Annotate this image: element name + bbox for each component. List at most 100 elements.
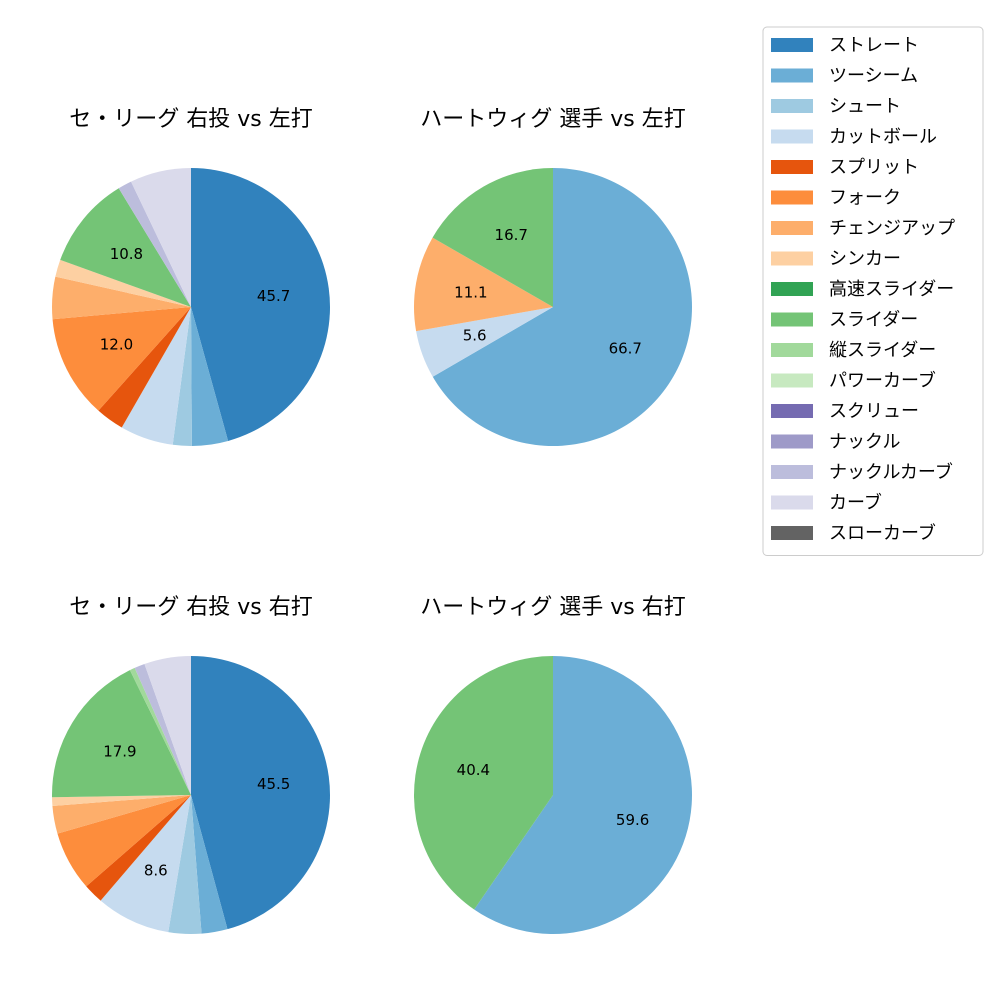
legend-label: ナックルカーブ xyxy=(829,461,953,483)
slice-value-label: 17.9 xyxy=(103,742,136,760)
legend-swatch xyxy=(771,251,813,266)
pie-slice xyxy=(55,259,192,307)
legend-swatch xyxy=(771,99,813,113)
legend-item: ナックル xyxy=(771,432,900,453)
legend-swatch xyxy=(771,526,813,540)
pie-slice xyxy=(474,656,693,935)
slice-value-label: 66.7 xyxy=(609,340,642,358)
legend-swatch xyxy=(771,282,813,296)
pie-slice xyxy=(144,656,191,795)
legend-swatch xyxy=(771,495,813,510)
slice-value-label: 10.8 xyxy=(110,245,143,263)
legend-label: カーブ xyxy=(829,492,882,514)
legend-item: パワーカーブ xyxy=(771,370,936,392)
legend-label: パワーカーブ xyxy=(829,370,936,392)
chart-title: セ・リーグ 右投 vs 左打 xyxy=(69,107,312,132)
legend-label: スクリュー xyxy=(829,401,919,422)
legend-label: チェンジアップ xyxy=(829,218,955,239)
pie-slice xyxy=(432,168,693,446)
pie-chart-1: セ・リーグ 右投 vs 左打 45.7 12.0 10.8 xyxy=(51,107,331,446)
pie-slice xyxy=(131,168,191,307)
legend-item: 縦スライダー xyxy=(771,340,936,361)
pie-slice xyxy=(57,795,192,887)
pie-slice xyxy=(52,307,191,411)
chart-title: ハートウィグ 選手 vs 右打 xyxy=(420,595,685,620)
pie-chart-3: セ・リーグ 右投 vs 右打 45.5 8.6 17.9 xyxy=(52,595,330,934)
pie-slice xyxy=(86,795,191,901)
pie-slice xyxy=(414,656,553,910)
pie-slice xyxy=(191,307,229,446)
legend-item: ツーシーム xyxy=(771,66,918,87)
legend-label: シンカー xyxy=(829,249,901,270)
pie-slice xyxy=(52,795,191,806)
legend-item: ストレート xyxy=(771,35,919,56)
pie-slice xyxy=(168,795,202,934)
pie-slice xyxy=(172,307,192,446)
legend-swatch xyxy=(771,434,813,449)
pie-slice xyxy=(191,795,228,934)
legend-item: カットボール xyxy=(771,127,937,148)
slice-value-label: 45.5 xyxy=(257,775,290,793)
slice-value-label: 5.6 xyxy=(463,327,487,345)
pie-slice xyxy=(134,664,191,795)
chart-title: セ・リーグ 右投 vs 右打 xyxy=(69,595,312,620)
legend-item: スクリュー xyxy=(771,401,919,422)
legend-item: チェンジアップ xyxy=(771,218,955,239)
pie-slice xyxy=(98,307,191,428)
pie-slice xyxy=(52,795,191,834)
legend-item: フォーク xyxy=(771,188,901,209)
legend-item: スライダー xyxy=(771,310,918,331)
legend-label: ツーシーム xyxy=(829,66,918,87)
slice-value-label: 40.4 xyxy=(457,761,490,779)
legend-label: ストレート xyxy=(829,35,919,56)
pie-slice xyxy=(51,276,191,320)
legend-frame xyxy=(762,26,984,556)
slice-value-label: 12.0 xyxy=(100,335,133,353)
pie-charts: セ・リーグ 右投 vs 左打 45.7 12.0 10.8 ハートウィグ 選手 vs 左… xyxy=(51,107,693,935)
pie-slice xyxy=(432,168,553,307)
pie-slice xyxy=(118,181,191,307)
legend-item: カーブ xyxy=(771,492,882,514)
slice-value-label: 59.6 xyxy=(616,811,649,829)
slice-value-label: 16.7 xyxy=(495,226,528,244)
chart-title: ハートウィグ 選手 vs 左打 xyxy=(420,107,685,132)
legend-label: 高速スライダー xyxy=(829,279,954,300)
legend-swatch xyxy=(771,68,813,83)
slice-value-label: 11.1 xyxy=(454,284,487,302)
pie-slice xyxy=(416,307,553,377)
pie-slice xyxy=(413,237,553,332)
legend-swatch xyxy=(771,129,813,144)
pie-slice xyxy=(191,168,331,441)
legend-label: フォーク xyxy=(829,188,901,209)
legend-swatch xyxy=(771,221,813,235)
legend-item: スプリット xyxy=(771,157,919,178)
legend-swatch xyxy=(771,38,813,52)
legend-swatch xyxy=(771,343,813,357)
pie-chart-4: ハートウィグ 選手 vs 右打 59.6 40.4 xyxy=(414,595,693,935)
legend-swatch xyxy=(771,312,813,327)
legend-swatch xyxy=(771,190,813,205)
legend-swatch xyxy=(771,373,813,388)
pie-slice xyxy=(60,188,191,307)
legend-label: 縦スライダー xyxy=(829,340,936,361)
pie-slice xyxy=(52,670,191,798)
legend-item: シンカー xyxy=(771,249,901,270)
legend-swatch xyxy=(771,465,813,479)
legend-item: シュート xyxy=(771,96,901,117)
legend: ストレートツーシームシュートカットボールスプリットフォークチェンジアップシンカー… xyxy=(762,26,984,556)
legend-label: シュート xyxy=(829,96,901,117)
slice-value-label: 45.7 xyxy=(257,287,290,305)
legend-label: スライダー xyxy=(829,310,918,331)
legend-item: スローカーブ xyxy=(771,522,936,544)
legend-label: スプリット xyxy=(829,157,919,178)
legend-item: ナックルカーブ xyxy=(771,461,953,483)
pie-slice xyxy=(191,656,330,930)
legend-label: カットボール xyxy=(829,127,937,148)
legend-item: 高速スライダー xyxy=(771,279,954,300)
legend-label: ナックル xyxy=(829,432,900,453)
legend-swatch xyxy=(771,160,813,174)
legend-label: スローカーブ xyxy=(829,522,936,544)
pie-slice xyxy=(100,795,191,933)
legend-swatch xyxy=(771,404,813,418)
